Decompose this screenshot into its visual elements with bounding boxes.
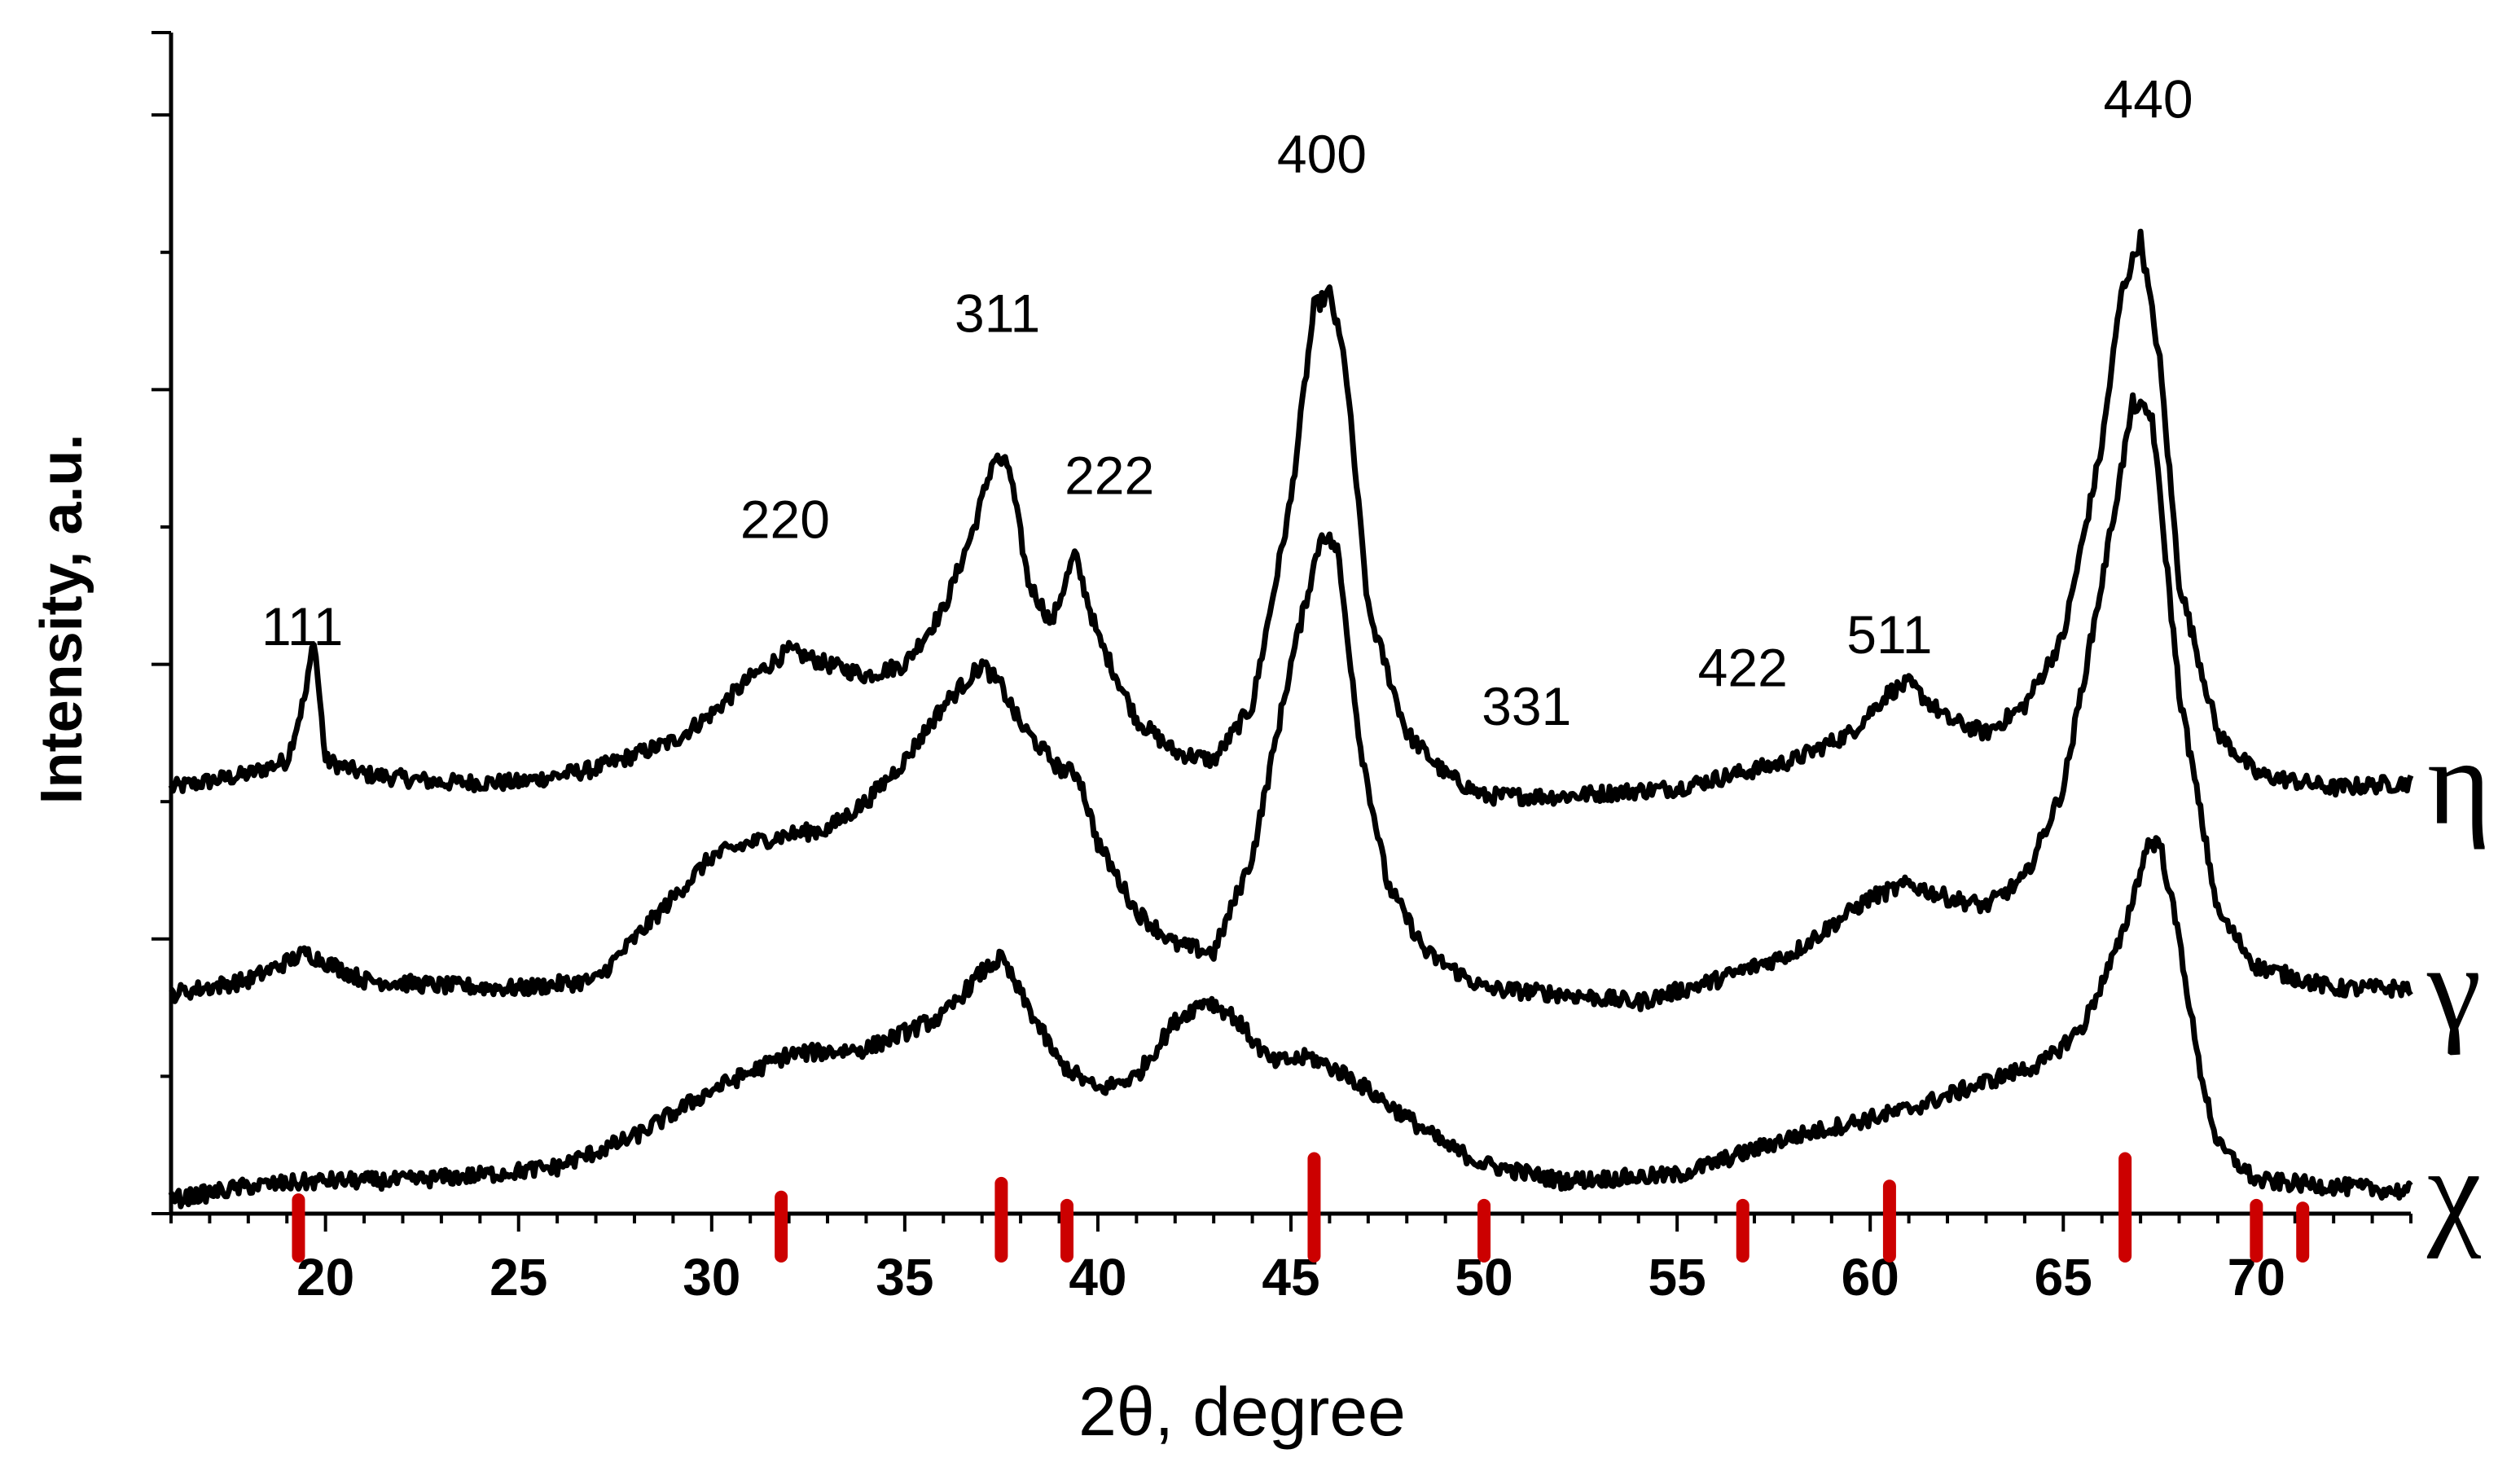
series-label: η — [2427, 715, 2491, 850]
x-tick-label: 40 — [1069, 1248, 1126, 1307]
peak-label: 331 — [1482, 676, 1571, 736]
series-line — [168, 835, 2413, 1210]
x-axis-label: 2θ, degree — [1078, 1373, 1406, 1450]
x-tick-label: 20 — [296, 1248, 354, 1307]
peak-label: 311 — [955, 283, 1040, 344]
peak-label: 400 — [1277, 124, 1367, 184]
y-axis-label: Intensity, a.u. — [29, 434, 94, 805]
series-label: χ — [2426, 1124, 2482, 1259]
peak-label: 220 — [740, 489, 830, 549]
peak-label: 111 — [261, 596, 343, 657]
series-label: γ — [2426, 920, 2481, 1056]
peak-label: 511 — [1846, 604, 1932, 665]
x-tick-label: 65 — [2035, 1248, 2092, 1307]
x-tick-label: 35 — [876, 1248, 933, 1307]
peak-label: 222 — [1065, 446, 1154, 506]
x-tick-label: 55 — [1649, 1248, 1706, 1307]
x-tick-label: 30 — [683, 1248, 740, 1307]
x-tick-label: 25 — [490, 1248, 547, 1307]
peak-label: 440 — [2104, 69, 2193, 130]
series-line — [168, 228, 2414, 807]
series-line — [169, 392, 2413, 1012]
peak-label: 422 — [1698, 638, 1788, 698]
